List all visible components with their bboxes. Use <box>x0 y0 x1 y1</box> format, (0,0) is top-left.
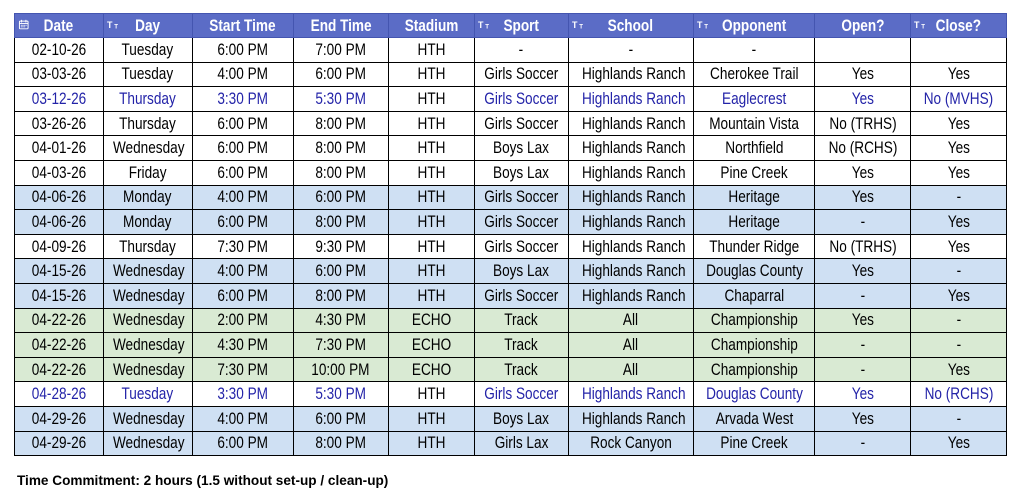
svg-text:T: T <box>485 23 489 30</box>
svg-text:T: T <box>697 19 703 29</box>
svg-text:T: T <box>114 23 118 30</box>
svg-text:T: T <box>478 19 484 29</box>
svg-text:T: T <box>579 23 583 30</box>
svg-text:T: T <box>914 19 920 29</box>
svg-text:T: T <box>107 19 113 29</box>
svg-text:T: T <box>921 23 925 30</box>
svg-text:T: T <box>572 19 578 29</box>
svg-text:T: T <box>704 23 708 30</box>
